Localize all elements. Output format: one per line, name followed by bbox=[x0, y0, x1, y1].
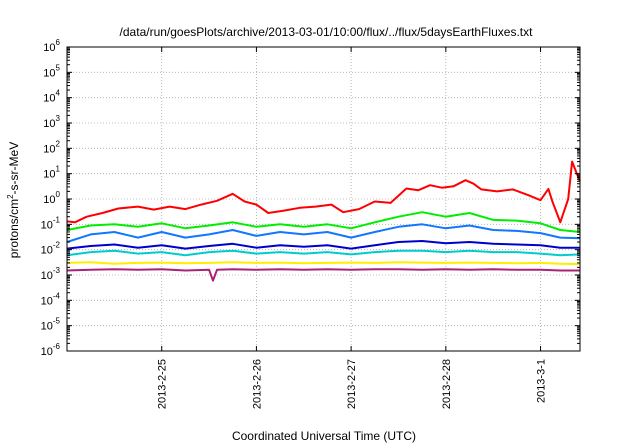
y-tick-label: 10-3 bbox=[41, 266, 61, 282]
y-tick-label: 105 bbox=[43, 63, 60, 79]
y-axis-ticks: 10-6 10-5 10-4 10-3 10-2 10-1 100 101 102 103 104 1… bbox=[41, 38, 580, 358]
x-axis-label: Coordinated Universal Time (UTC) bbox=[232, 429, 416, 443]
y-tick-label: 100 bbox=[43, 190, 60, 206]
x-tick-label: 2013-3-1 bbox=[536, 359, 548, 403]
x-tick-label: 2013-2-25 bbox=[157, 359, 169, 409]
x-tick-label: 2013-2-28 bbox=[441, 359, 453, 409]
y-tick-label: 10-5 bbox=[41, 317, 61, 333]
y-tick-label: 10-2 bbox=[41, 241, 61, 257]
series-line-5 bbox=[66, 249, 581, 257]
series-line-6 bbox=[66, 261, 581, 266]
x-tick-label: 2013-2-26 bbox=[251, 359, 263, 409]
series-group bbox=[66, 160, 581, 282]
y-tick-label: 104 bbox=[43, 89, 60, 105]
y-tick-label: 102 bbox=[43, 139, 60, 155]
x-tick-label: 2013-2-27 bbox=[346, 359, 358, 409]
y-tick-label: 10-6 bbox=[41, 342, 61, 358]
series-line-7 bbox=[66, 268, 580, 282]
y-tick-label: 10-4 bbox=[41, 291, 61, 307]
y-tick-label: 10-1 bbox=[41, 215, 61, 231]
chart-title: /data/run/goesPlots/archive/2013-03-01/1… bbox=[120, 25, 534, 39]
x-axis-ticks: 2013-2-25 2013-2-26 2013-2-27 2013-2-28 2013… bbox=[157, 47, 548, 409]
y-tick-label: 103 bbox=[43, 114, 60, 130]
series-line-1 bbox=[66, 160, 581, 224]
series-line-3 bbox=[66, 223, 581, 243]
y-tick-label: 106 bbox=[43, 38, 60, 54]
y-tick-label: 101 bbox=[43, 165, 60, 181]
y-axis-label: protons/cm2-s-sr-MeV bbox=[6, 142, 21, 258]
series-line-4 bbox=[66, 240, 580, 250]
series-line-2 bbox=[66, 211, 581, 233]
